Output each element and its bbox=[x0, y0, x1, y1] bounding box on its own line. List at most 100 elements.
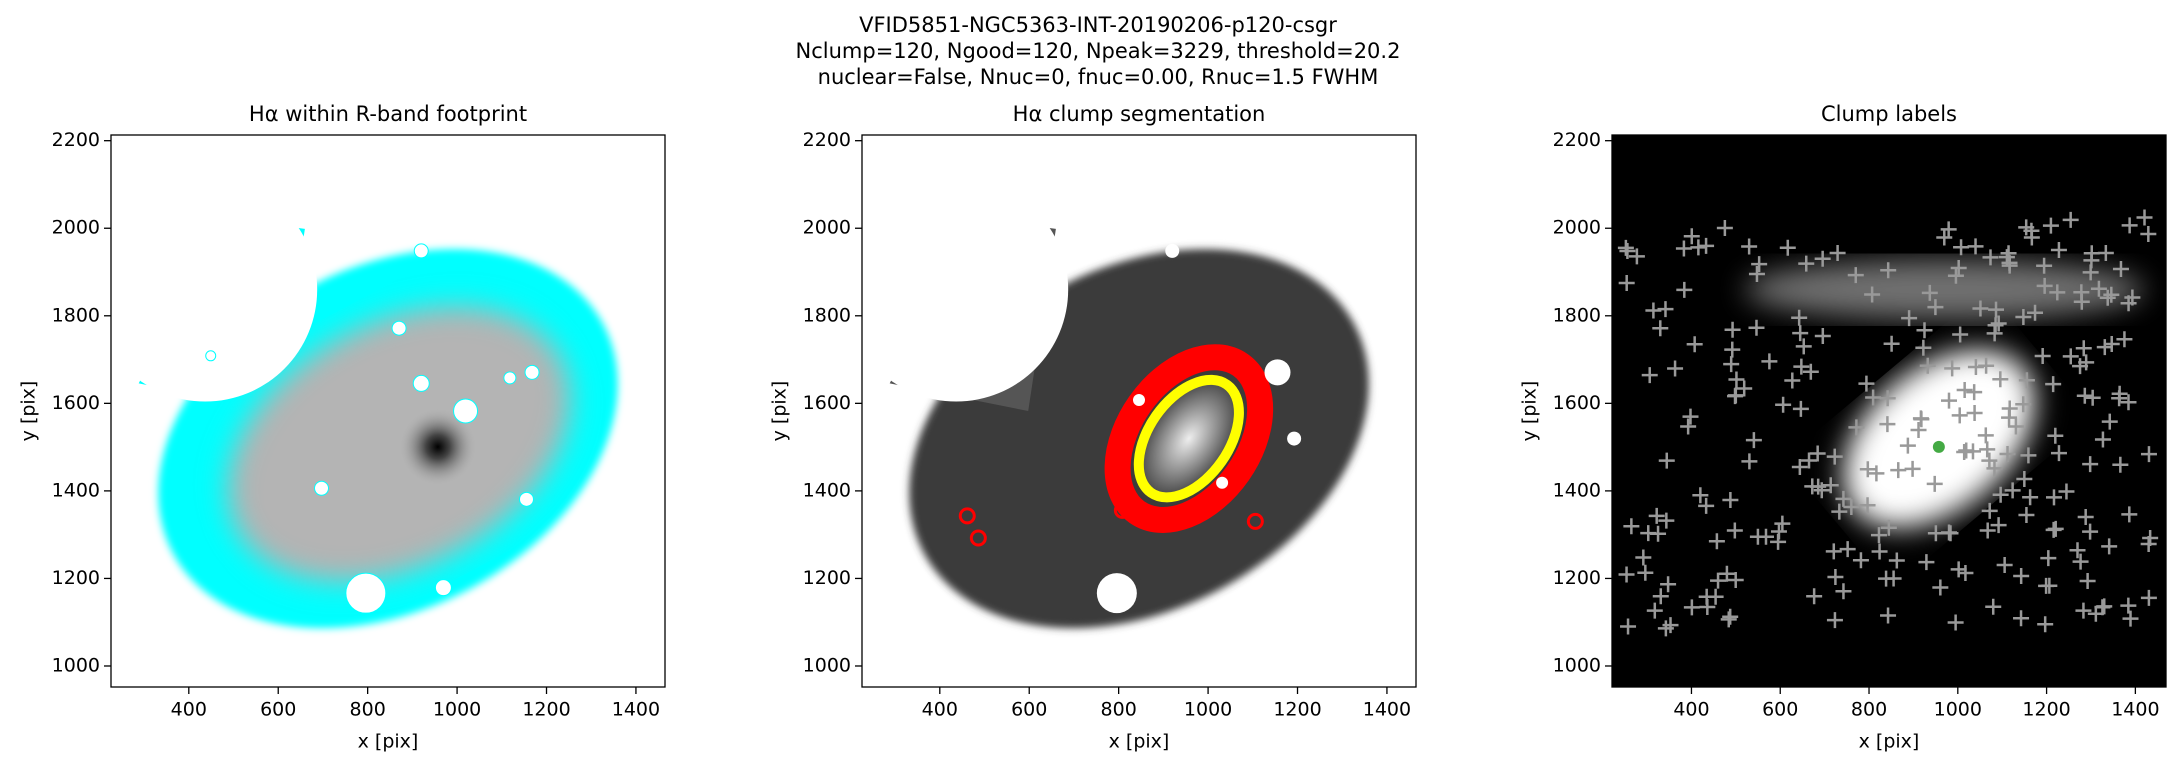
mask bbox=[503, 371, 517, 385]
clump-marker bbox=[1868, 465, 1885, 482]
clump-marker bbox=[1822, 477, 1839, 494]
y-tick-label: 1800 bbox=[1553, 304, 1601, 326]
clump-marker bbox=[2049, 284, 2066, 301]
clump-marker bbox=[1658, 512, 1675, 529]
clump-marker bbox=[1646, 602, 1663, 619]
clump-marker bbox=[1913, 411, 1930, 428]
y-tick-label: 2200 bbox=[1553, 129, 1601, 151]
x-axis-label: x [pix] bbox=[1109, 731, 1170, 753]
mask bbox=[524, 364, 540, 380]
clump-marker bbox=[2083, 245, 2100, 262]
clump-marker bbox=[1795, 338, 1812, 355]
clump-marker bbox=[1848, 419, 1865, 436]
clump-marker bbox=[1981, 502, 1998, 519]
clump-marker bbox=[2140, 446, 2157, 463]
clump-marker bbox=[2036, 257, 2053, 274]
clump-marker bbox=[1745, 432, 1762, 449]
clump-marker bbox=[1720, 611, 1737, 628]
y-tick-label: 1000 bbox=[52, 654, 100, 676]
clump-marker bbox=[2121, 506, 2138, 523]
clump-marker bbox=[2015, 308, 2032, 325]
clump-marker bbox=[1662, 617, 1679, 634]
y-axis-label: y [pix] bbox=[769, 381, 791, 442]
clump-marker bbox=[1953, 239, 1970, 256]
mask bbox=[1287, 431, 1302, 446]
clump-marker bbox=[1792, 325, 1809, 342]
clump-marker bbox=[1825, 543, 1842, 560]
clump-marker bbox=[1640, 525, 1657, 542]
clump-marker bbox=[1864, 286, 1881, 303]
clump-marker bbox=[2058, 483, 2075, 500]
x-tick-label: 1000 bbox=[1934, 699, 1982, 721]
clump-marker bbox=[1941, 392, 1957, 409]
clump-marker bbox=[2013, 568, 2030, 585]
galaxy-core bbox=[397, 406, 478, 487]
clump-marker bbox=[1751, 256, 1768, 273]
clump-marker bbox=[1617, 239, 1634, 256]
clump-marker bbox=[1748, 319, 1765, 336]
mask bbox=[1216, 476, 1229, 489]
y-tick-label: 1000 bbox=[803, 654, 851, 676]
clump-marker bbox=[1921, 284, 1938, 301]
clump-marker bbox=[2090, 280, 2107, 297]
mask bbox=[1264, 359, 1291, 386]
clump-marker bbox=[1988, 301, 2005, 318]
clump-marker bbox=[2096, 339, 2113, 356]
clump-marker bbox=[2075, 340, 2092, 357]
clump-marker bbox=[2094, 599, 2111, 616]
clump-marker bbox=[1982, 249, 1999, 266]
clump-marker bbox=[1966, 405, 1983, 422]
x-tick-label: 600 bbox=[260, 699, 296, 721]
clump-marker bbox=[2120, 597, 2137, 614]
clump-marker bbox=[1698, 237, 1715, 254]
clump-marker bbox=[1648, 507, 1665, 524]
clump-marker bbox=[1652, 588, 1669, 605]
clump-marker bbox=[1880, 519, 1897, 536]
clump-marker bbox=[1628, 248, 1645, 265]
clump-marker bbox=[1826, 448, 1843, 465]
clump-marker bbox=[1956, 381, 1973, 398]
clump-marker bbox=[2073, 284, 2090, 301]
clump-marker bbox=[1871, 543, 1888, 560]
clump-ring bbox=[1133, 374, 1244, 503]
clump-marker bbox=[1979, 441, 1996, 458]
clump-marker bbox=[2101, 413, 2118, 430]
clump-marker bbox=[1623, 518, 1640, 535]
clump-marker bbox=[1947, 267, 1964, 284]
clump-marker bbox=[1801, 452, 1818, 469]
mask bbox=[1133, 393, 1145, 406]
x-tick-label: 1400 bbox=[2111, 699, 2159, 721]
clump-marker bbox=[2112, 260, 2129, 277]
clump-marker bbox=[2120, 295, 2137, 312]
x-tick-label: 1200 bbox=[1273, 699, 1321, 721]
clump-marker bbox=[2075, 602, 2092, 619]
clump-marker bbox=[2050, 242, 2067, 259]
clump-marker bbox=[1947, 614, 1964, 631]
clump-marker bbox=[1699, 599, 1716, 616]
clump-marker bbox=[2045, 489, 2062, 506]
clump-marker bbox=[1736, 380, 1753, 397]
clump-marker bbox=[1927, 525, 1944, 542]
clump-marker bbox=[1936, 229, 1953, 246]
clump-marker bbox=[1843, 498, 1860, 515]
clump-marker bbox=[1879, 390, 1896, 407]
clump-marker bbox=[1835, 490, 1852, 507]
clump-marker bbox=[1950, 259, 1967, 276]
clump-marker bbox=[1910, 422, 1927, 439]
clump-marker bbox=[1676, 281, 1693, 298]
x-tick-label: 800 bbox=[350, 699, 386, 721]
axes-title: Clump labels bbox=[1821, 102, 1957, 126]
clump-marker bbox=[1826, 612, 1843, 629]
clump-marker bbox=[1809, 445, 1826, 462]
suptitle: nuclear=False, Nnuc=0, fnuc=0.00, Rnuc=1… bbox=[818, 65, 1379, 89]
mask bbox=[453, 398, 479, 424]
clump-marker bbox=[1859, 461, 1876, 478]
clump-marker bbox=[2072, 553, 2089, 570]
mask bbox=[434, 579, 452, 597]
clump-marker bbox=[1686, 336, 1703, 353]
clump-marker bbox=[1879, 416, 1896, 433]
clump-marker bbox=[1950, 561, 1967, 578]
clump-marker bbox=[2015, 396, 2032, 413]
clump-marker bbox=[1847, 267, 1864, 284]
clump-marker bbox=[1667, 360, 1684, 377]
